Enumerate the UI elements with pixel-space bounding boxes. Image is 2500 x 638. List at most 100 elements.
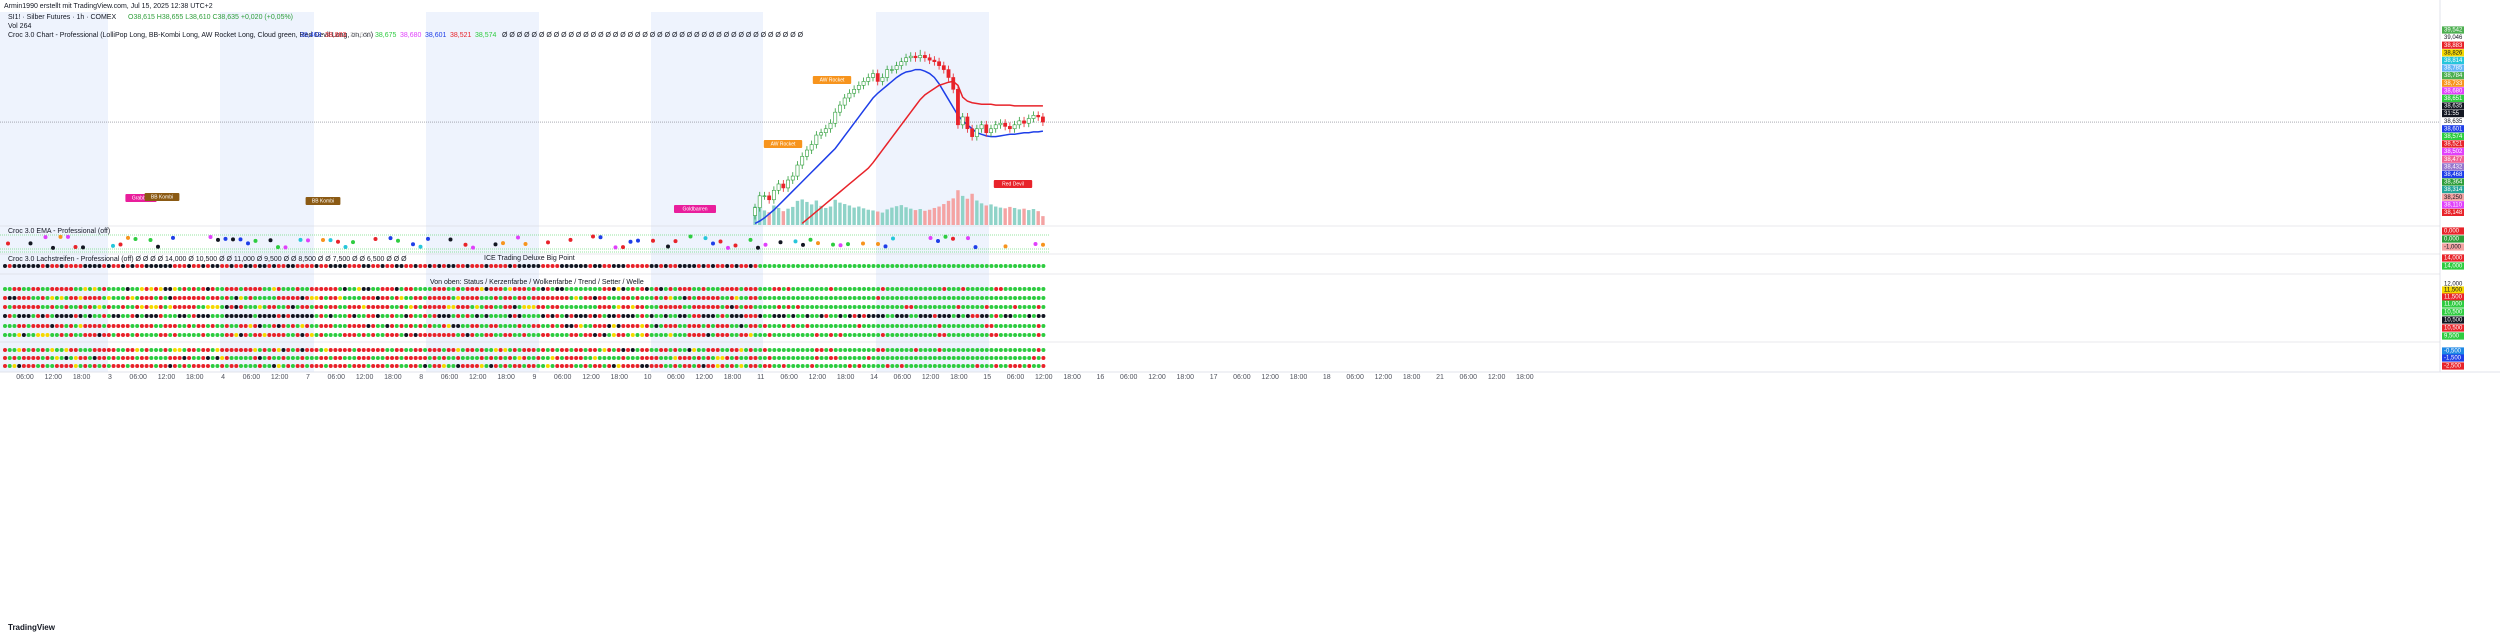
status-dot: [998, 296, 1003, 300]
status-dot: [26, 364, 31, 368]
volume-bar: [857, 206, 861, 225]
status-dot: [871, 333, 876, 337]
status-dot: [578, 324, 583, 328]
status-dot: [1022, 296, 1027, 300]
status-dot: [484, 324, 489, 328]
ema-dot: [238, 237, 243, 242]
status-dot: [328, 296, 333, 300]
status-dot: [659, 296, 664, 300]
status-dot: [847, 287, 852, 291]
status-dot: [640, 287, 645, 291]
status-dot: [833, 333, 838, 337]
status-dot: [3, 333, 7, 337]
status-dot: [338, 305, 343, 309]
status-dot: [54, 348, 59, 352]
status-dot: [659, 314, 664, 318]
status-dot: [630, 333, 635, 337]
status-dot: [526, 264, 531, 268]
status-dot: [92, 364, 97, 368]
status-dot: [116, 333, 121, 337]
status-dot: [701, 264, 706, 268]
status-dot: [526, 305, 531, 309]
status-dot: [333, 264, 338, 268]
session-bands: [0, 12, 989, 372]
status-dot: [994, 296, 999, 300]
status-dot: [390, 305, 395, 309]
status-dot: [399, 287, 404, 291]
status-dot: [795, 348, 800, 352]
status-dot: [937, 364, 942, 368]
status-dot: [862, 314, 867, 318]
status-dot: [895, 364, 900, 368]
status-dot: [805, 314, 810, 318]
status-dot: [418, 305, 423, 309]
status-dot: [489, 305, 494, 309]
price-label-box: [2442, 186, 2464, 194]
status-dot: [267, 305, 272, 309]
status-dot: [300, 348, 305, 352]
status-dot: [541, 287, 546, 291]
status-dot: [762, 364, 767, 368]
status-dot: [281, 264, 286, 268]
status-dot: [121, 287, 125, 291]
status-dot: [168, 287, 173, 291]
status-dot: [701, 287, 706, 291]
status-dot: [371, 324, 376, 328]
status-dot: [257, 364, 262, 368]
status-dot: [102, 287, 107, 291]
status-dot: [819, 356, 824, 360]
candle-body: [984, 124, 989, 134]
status-dot: [456, 314, 461, 318]
status-dot: [687, 296, 692, 300]
status-dot: [857, 324, 862, 328]
status-dot: [847, 333, 852, 337]
status-dot: [172, 324, 177, 328]
status-dot: [866, 324, 871, 328]
candle-body: [1003, 122, 1008, 127]
status-dot: [286, 324, 291, 328]
status-dot: [479, 296, 484, 300]
status-dot: [1017, 314, 1022, 318]
volume-bar: [819, 205, 823, 225]
status-dot: [3, 356, 7, 360]
status-dot: [753, 333, 758, 337]
status-dot: [1003, 296, 1008, 300]
status-dot: [762, 305, 767, 309]
status-dot: [253, 296, 258, 300]
status-dot: [1041, 324, 1046, 328]
status-dot: [876, 314, 881, 318]
status-dot: [300, 314, 305, 318]
status-dot: [300, 333, 305, 337]
status-dot: [965, 296, 970, 300]
status-dot: [559, 305, 564, 309]
status-dot: [607, 287, 612, 291]
status-dot: [305, 287, 310, 291]
status-dot: [687, 348, 692, 352]
status-dot: [852, 348, 857, 352]
ema-dot: [703, 236, 708, 241]
status-dot: [295, 324, 300, 328]
status-dot: [871, 296, 876, 300]
x-tick-label: 15: [983, 374, 991, 381]
status-dot: [130, 264, 135, 268]
status-dot: [97, 333, 102, 337]
status-dot: [588, 348, 593, 352]
status-dot: [276, 356, 281, 360]
status-dot: [111, 364, 116, 368]
status-dot: [626, 356, 631, 360]
status-dot: [253, 324, 258, 328]
status-dot: [720, 287, 725, 291]
status-dot: [753, 287, 758, 291]
status-dot: [36, 314, 41, 318]
status-dot: [682, 296, 687, 300]
status-dot: [451, 264, 456, 268]
status-dot: [215, 296, 220, 300]
status-dot: [734, 296, 739, 300]
status-dot: [786, 264, 791, 268]
ema-dot: [651, 238, 655, 243]
status-dot: [626, 296, 631, 300]
status-dot: [418, 333, 423, 337]
annotation-box: [305, 197, 341, 205]
price-label: 38,635: [2444, 104, 2463, 110]
x-tick-label: 18:00: [1516, 374, 1534, 381]
